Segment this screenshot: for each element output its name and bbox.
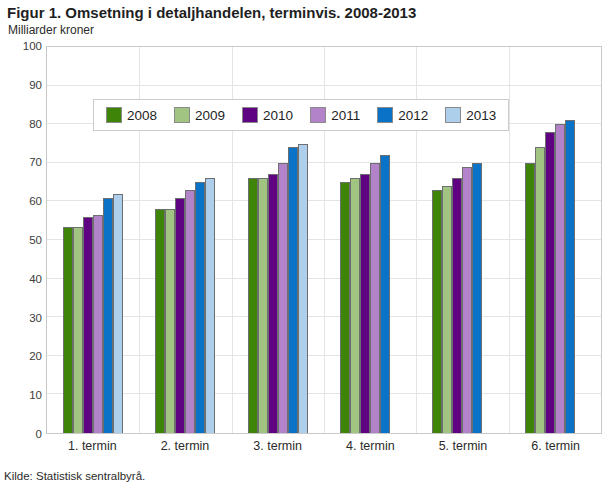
bar-2012-4 xyxy=(380,155,390,433)
bar-2012-1 xyxy=(103,198,113,433)
legend-label: 2010 xyxy=(263,108,293,123)
x-axis-label: 3. termin xyxy=(231,439,324,453)
legend-swatch-2009 xyxy=(174,107,190,123)
legend-item-2009[interactable]: 2009 xyxy=(174,107,225,123)
y-tick-label: 40 xyxy=(0,272,42,286)
bar-2008-6 xyxy=(525,163,535,433)
plot-area: 2008 2009 2010 2011 2012 2013 xyxy=(46,46,602,434)
y-tick-label: 20 xyxy=(0,349,42,363)
chart-subtitle: Milliarder kroner xyxy=(8,23,94,37)
bar-2009-6 xyxy=(535,147,545,433)
x-axis-label: 1. termin xyxy=(46,439,139,453)
x-axis-labels: 1. termin2. termin3. termin4. termin5. t… xyxy=(46,439,602,457)
legend-label: 2012 xyxy=(398,108,428,123)
bar-2008-2 xyxy=(155,209,165,433)
y-axis-labels: 0102030405060708090100 xyxy=(0,46,42,434)
chart-title: Figur 1. Omsetning i detaljhandelen, ter… xyxy=(7,4,597,21)
legend-item-2013[interactable]: 2013 xyxy=(445,107,496,123)
legend-swatch-2008 xyxy=(106,107,122,123)
bar-2012-6 xyxy=(565,120,575,433)
bar-2013-3 xyxy=(298,144,308,434)
legend-label: 2009 xyxy=(195,108,225,123)
chart-figure: Figur 1. Omsetning i detaljhandelen, ter… xyxy=(0,0,610,488)
bar-2010-5 xyxy=(452,178,462,433)
y-tick-label: 30 xyxy=(0,311,42,325)
bar-group-6 xyxy=(509,47,601,433)
bar-2008-4 xyxy=(340,182,350,433)
bar-2013-1 xyxy=(113,194,123,433)
bar-2011-4 xyxy=(370,163,380,433)
legend-swatch-2013 xyxy=(445,107,461,123)
y-tick-label: 100 xyxy=(0,39,42,53)
legend-swatch-2012 xyxy=(377,107,393,123)
y-tick-label: 10 xyxy=(0,388,42,402)
bar-2008-5 xyxy=(432,190,442,433)
y-tick-label: 80 xyxy=(0,117,42,131)
bar-2011-2 xyxy=(185,190,195,433)
bar-2008-3 xyxy=(248,178,258,433)
bar-2011-6 xyxy=(555,124,565,433)
bar-2010-1 xyxy=(83,217,93,433)
bar-2009-2 xyxy=(165,209,175,433)
legend-item-2012[interactable]: 2012 xyxy=(377,107,428,123)
y-tick-label: 50 xyxy=(0,233,42,247)
legend-swatch-2010 xyxy=(242,107,258,123)
bar-2012-2 xyxy=(195,182,205,433)
legend-label: 2013 xyxy=(466,108,496,123)
bar-2011-1 xyxy=(93,215,103,433)
bar-2009-3 xyxy=(258,178,268,433)
legend-item-2011[interactable]: 2011 xyxy=(310,107,360,123)
y-tick-label: 0 xyxy=(0,427,42,441)
legend-label: 2011 xyxy=(331,108,360,123)
legend-item-2010[interactable]: 2010 xyxy=(242,107,293,123)
legend-swatch-2011 xyxy=(310,107,326,123)
bar-2011-3 xyxy=(278,163,288,433)
bar-2010-4 xyxy=(360,174,370,433)
bar-2009-4 xyxy=(350,178,360,433)
bar-2009-1 xyxy=(73,227,83,434)
y-tick-label: 90 xyxy=(0,78,42,92)
bar-2013-2 xyxy=(205,178,215,433)
x-axis-label: 6. termin xyxy=(509,439,602,453)
bar-2010-6 xyxy=(545,132,555,433)
bar-2008-1 xyxy=(63,227,73,434)
legend-item-2008[interactable]: 2008 xyxy=(106,107,157,123)
legend-label: 2008 xyxy=(127,108,157,123)
y-tick-label: 70 xyxy=(0,155,42,169)
bar-2010-2 xyxy=(175,198,185,433)
chart-legend: 2008 2009 2010 2011 2012 2013 xyxy=(93,99,509,131)
x-axis-label: 4. termin xyxy=(324,439,417,453)
bar-2012-3 xyxy=(288,147,298,433)
y-tick-label: 60 xyxy=(0,194,42,208)
bar-2012-5 xyxy=(472,163,482,433)
bar-2010-3 xyxy=(268,174,278,433)
x-axis-label: 2. termin xyxy=(139,439,232,453)
source-note: Kilde: Statistisk sentralbyrå. xyxy=(4,470,145,482)
x-axis-label: 5. termin xyxy=(417,439,510,453)
bar-2009-5 xyxy=(442,186,452,433)
bar-2011-5 xyxy=(462,167,472,433)
